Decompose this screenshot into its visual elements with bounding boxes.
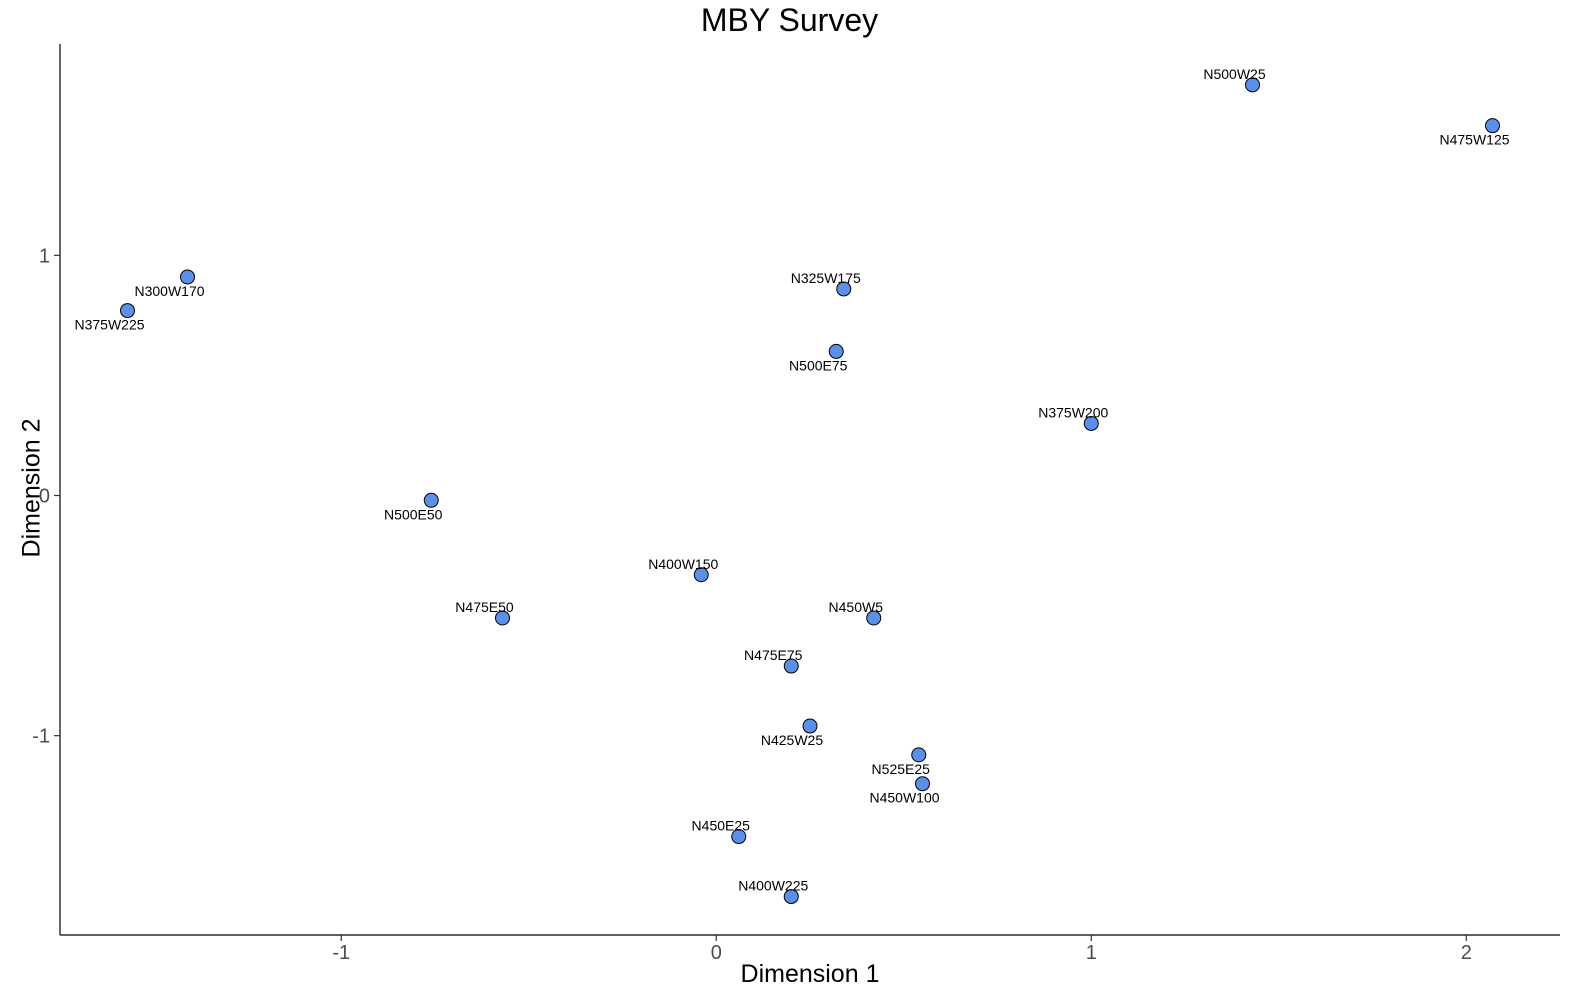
point-label: N500W25 [1203, 66, 1265, 82]
point-label: N500E50 [384, 506, 443, 522]
data-point [1083, 415, 1099, 431]
point-label: N400W225 [738, 878, 808, 894]
point-label: N325W175 [791, 270, 861, 286]
data-point [836, 281, 852, 297]
y-tick-label: 0 [39, 486, 50, 508]
point-label: N425W25 [761, 732, 823, 748]
data-point [693, 567, 709, 583]
point-label: N400W150 [648, 556, 718, 572]
data-point [120, 303, 135, 319]
point-label: N450W5 [829, 599, 884, 615]
data-point [1485, 118, 1500, 134]
y-tick-label: -1 [32, 726, 50, 748]
data-point [915, 776, 930, 792]
point-label: N375W200 [1038, 404, 1108, 420]
data-point [731, 829, 747, 845]
point-label: N300W170 [134, 283, 204, 299]
point-label: N475E50 [455, 599, 514, 615]
data-point [828, 343, 844, 359]
point-label: N500E75 [789, 357, 848, 373]
chart-title: MBY Survey [700, 2, 879, 38]
point-label: N475E75 [744, 647, 803, 663]
x-tick-label: -1 [332, 942, 350, 964]
point-label: N525E25 [872, 761, 931, 777]
x-tick-label: 2 [1461, 942, 1472, 964]
data-point [423, 492, 439, 508]
y-axis-label: Dimension 2 [17, 418, 46, 558]
y-tick-label: 1 [39, 245, 50, 267]
point-label: N450W100 [869, 790, 939, 806]
point-label: N450E25 [692, 818, 751, 834]
point-label: N475W125 [1439, 132, 1509, 148]
x-axis-label: Dimension 1 [740, 960, 880, 988]
point-label: N375W225 [74, 317, 144, 333]
x-tick-label: 1 [1086, 942, 1097, 964]
data-point [495, 610, 510, 626]
data-point [180, 269, 195, 285]
x-tick-label: 0 [711, 942, 722, 964]
data-point [866, 610, 882, 626]
data-point [783, 658, 799, 674]
data-point [911, 747, 927, 763]
data-point [1245, 77, 1260, 93]
data-point [802, 718, 818, 734]
data-point [783, 889, 799, 905]
